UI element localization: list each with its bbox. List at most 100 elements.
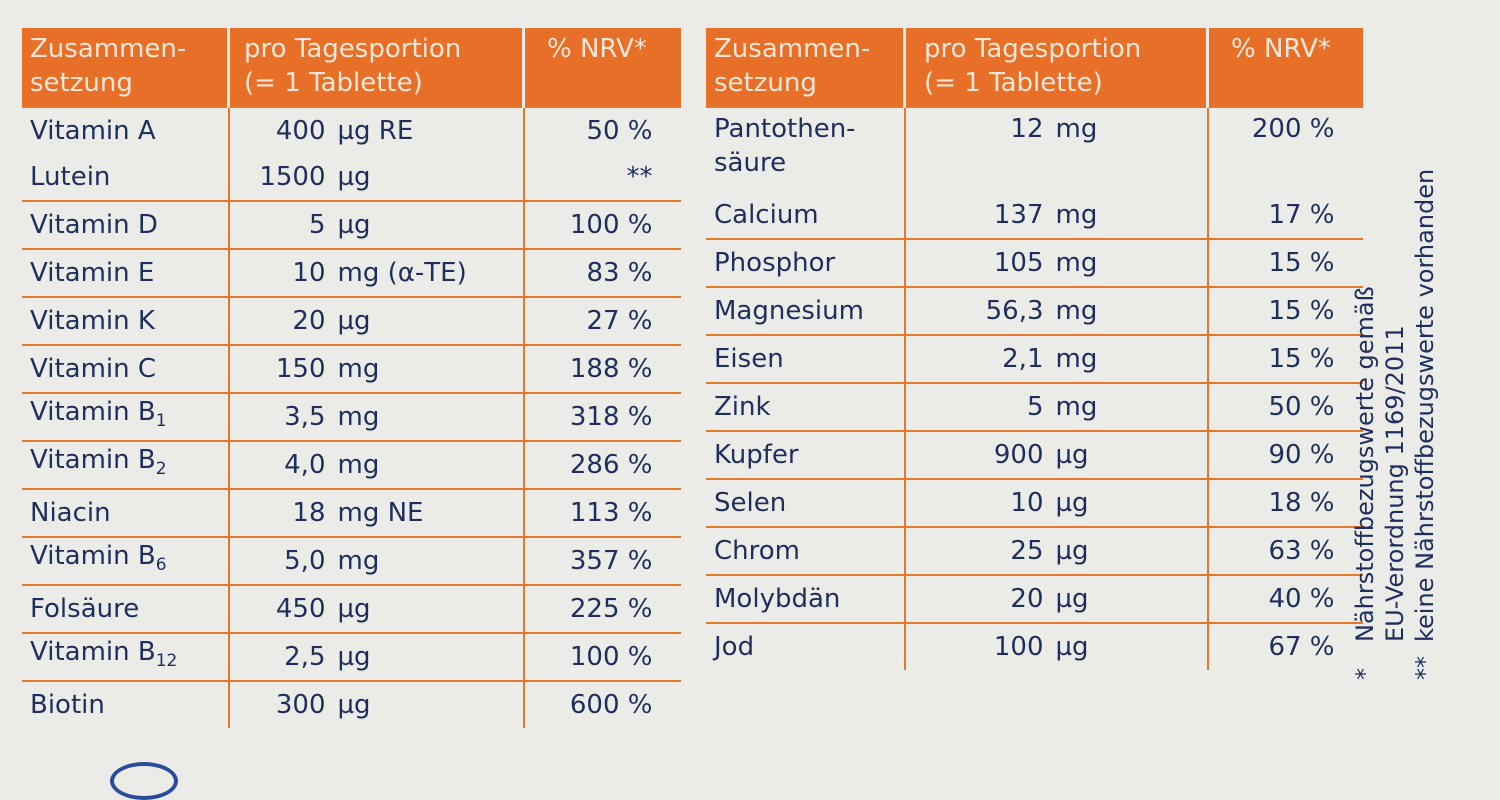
nutrient-subscript: 6: [155, 555, 167, 576]
table-row: Vitamin C 150 mg 188 %: [22, 344, 681, 393]
nutrient-name: Folsäure: [30, 594, 140, 624]
footnote-mark: **: [1411, 656, 1439, 680]
nrv-cell: 15 %: [1206, 286, 1363, 335]
nutrient-cell: Niacin: [22, 488, 229, 537]
amount-unit: mg: [1055, 392, 1098, 422]
header-composition: Zusammen- setzung: [22, 28, 229, 107]
nrv-cell: 15 %: [1206, 238, 1363, 287]
footnotes: * Nährstoffbezugswerte gemäß EU-Verordnu…: [1350, 40, 1440, 680]
nutrient-cell: Vitamin C: [22, 344, 229, 393]
nrv-cell: 18 %: [1206, 478, 1363, 527]
amount-cell: 56,3 mg: [903, 286, 1208, 335]
table-row: Vitamin B12 2,5 µg 100 %: [22, 632, 681, 681]
nrv-cell: 286 %: [522, 440, 681, 489]
nutrient-name: Vitamin B: [30, 445, 156, 476]
nrv-cell: 357 %: [522, 536, 681, 585]
amount-value: 100: [993, 632, 1044, 662]
nutrient-subscript: 2: [155, 459, 167, 480]
nutrient-name: Vitamin D: [30, 210, 158, 240]
amount-value: 2,5: [284, 642, 326, 672]
nutrient-name: Lutein: [30, 162, 111, 192]
nrv-cell: 40 %: [1206, 574, 1363, 623]
amount-value: 20: [292, 306, 326, 336]
nutrient-cell: Vitamin D: [22, 200, 229, 249]
nutrient-name: Vitamin E: [30, 258, 155, 288]
amount-cell: 5 mg: [903, 382, 1208, 431]
amount-cell: 2,5 µg: [227, 632, 524, 681]
amount-cell: 300 µg: [227, 680, 524, 728]
amount-unit: µg: [337, 690, 371, 720]
amount-cell: 100 µg: [903, 622, 1208, 670]
nutrition-table-right: Zusammen- setzung pro Tagesportion (= 1 …: [706, 28, 1363, 670]
amount-value: 12: [1010, 114, 1044, 144]
nrv-cell: 67 %: [1206, 622, 1363, 670]
amount-unit: µg: [1055, 440, 1089, 470]
footnote-text: keine Nährstoffbezugswerte vorhanden: [1411, 168, 1439, 642]
nrv-cell: 63 %: [1206, 526, 1363, 575]
amount-value: 10: [292, 258, 326, 288]
table-row: Magnesium 56,3 mg 15 %: [706, 286, 1363, 335]
nutrient-name: Vitamin B: [30, 397, 156, 428]
amount-unit: µg: [337, 162, 371, 192]
amount-unit: mg: [337, 402, 380, 432]
amount-cell: 150 mg: [227, 344, 524, 393]
table-row: Biotin 300 µg 600 %: [22, 680, 681, 728]
amount-unit: mg: [337, 546, 380, 576]
nrv-cell: 188 %: [522, 344, 681, 393]
amount-unit: µg: [1055, 632, 1089, 662]
amount-unit: mg (α-TE): [337, 258, 467, 288]
nrv-cell: 225 %: [522, 584, 681, 633]
nutrient-name: Vitamin B: [30, 637, 156, 668]
nutrient-cell: Phosphor: [706, 238, 905, 287]
nrv-cell: 90 %: [1206, 430, 1363, 479]
amount-unit: mg: [1055, 114, 1098, 144]
amount-value: 25: [1010, 536, 1044, 566]
table-row: Selen 10 µg 18 %: [706, 478, 1363, 527]
amount-unit: µg: [1055, 584, 1089, 614]
nutrient-cell: Vitamin B12: [22, 632, 229, 681]
nutrient-cell: Calcium: [706, 192, 905, 239]
amount-value: 20: [1010, 584, 1044, 614]
amount-unit: mg: [1055, 344, 1098, 374]
nutrient-cell: Chrom: [706, 526, 905, 575]
nutrient-cell: Kupfer: [706, 430, 905, 479]
amount-cell: 20 µg: [903, 574, 1208, 623]
nutrient-name: Zink: [714, 392, 771, 422]
amount-value: 4,0: [284, 450, 326, 480]
nutrient-cell: Selen: [706, 478, 905, 527]
nutrient-name: Vitamin K: [30, 306, 155, 336]
table-row: Chrom 25 µg 63 %: [706, 526, 1363, 575]
amount-cell: 1500 µg: [227, 154, 524, 201]
amount-unit: mg NE: [337, 498, 424, 528]
amount-cell: 10 µg: [903, 478, 1208, 527]
amount-value: 18: [292, 498, 326, 528]
amount-unit: µg: [337, 594, 371, 624]
nrv-cell: 100 %: [522, 632, 681, 681]
amount-value: 1500: [259, 162, 326, 192]
nrv-cell: 113 %: [522, 488, 681, 537]
amount-unit: mg: [337, 354, 380, 384]
amount-value: 5,0: [284, 546, 326, 576]
amount-unit: µg: [337, 642, 371, 672]
amount-value: 137: [993, 200, 1044, 230]
nutrient-cell: Jod: [706, 622, 905, 670]
nutrient-name: Pantothen- säure: [714, 114, 856, 178]
nutrient-cell: Vitamin B6: [22, 536, 229, 585]
table-row: Kupfer 900 µg 90 %: [706, 430, 1363, 479]
amount-unit: mg: [1055, 296, 1098, 326]
nutrient-cell: Lutein: [22, 154, 229, 201]
nutrient-cell: Biotin: [22, 680, 229, 728]
amount-value: 900: [993, 440, 1044, 470]
table-row: Vitamin K 20 µg 27 %: [22, 296, 681, 345]
nutrient-cell: Vitamin E: [22, 248, 229, 297]
table-row: Phosphor 105 mg 15 %: [706, 238, 1363, 287]
nrv-cell: 15 %: [1206, 334, 1363, 383]
amount-unit: µg: [1055, 536, 1089, 566]
amount-unit: µg: [337, 306, 371, 336]
table-row: Folsäure 450 µg 225 %: [22, 584, 681, 633]
nrv-cell: 50 %: [1206, 382, 1363, 431]
amount-value: 105: [993, 248, 1044, 278]
amount-value: 5: [1026, 392, 1044, 422]
nutrient-cell: Eisen: [706, 334, 905, 383]
nutrient-cell: Folsäure: [22, 584, 229, 633]
